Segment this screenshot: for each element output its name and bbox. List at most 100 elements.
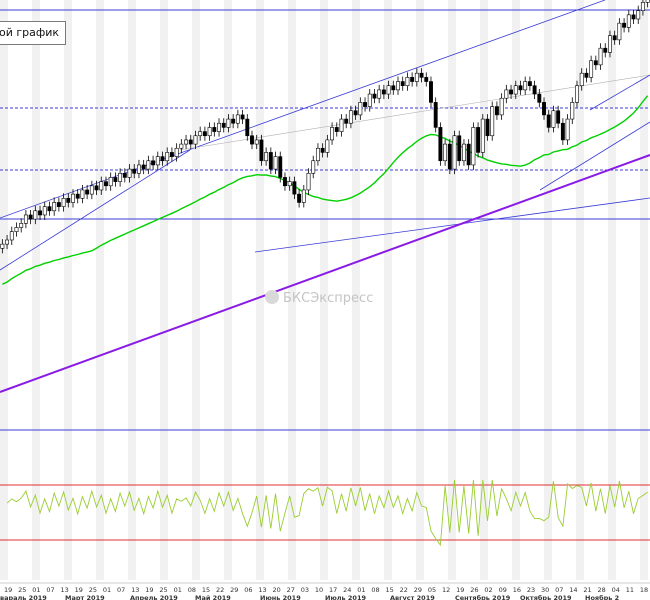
day-tick-label: 04 <box>612 586 620 594</box>
stripe <box>192 0 200 580</box>
candle-body <box>325 139 330 153</box>
candle-body <box>381 89 386 95</box>
day-tick-label: 29 <box>230 586 238 594</box>
candle-body <box>617 22 622 41</box>
candle-body <box>480 118 485 153</box>
candle-body <box>23 214 28 224</box>
candle-body <box>42 206 47 216</box>
candle-body <box>132 168 137 174</box>
candle-body <box>315 147 320 162</box>
day-tick-label: 01 <box>32 586 40 594</box>
candle-body <box>278 156 283 178</box>
candle-body <box>240 114 245 120</box>
candle-body <box>184 139 188 145</box>
weekly-stripes <box>0 0 648 580</box>
candle-body <box>160 156 165 162</box>
day-tick-label: 01 <box>357 586 365 594</box>
candle-body <box>579 72 584 87</box>
candle-body <box>537 93 542 103</box>
candle-body <box>297 193 302 203</box>
day-tick-label: 25 <box>89 586 97 594</box>
candle-body <box>47 206 52 212</box>
candle-body <box>631 14 636 20</box>
day-tick-label: 02 <box>484 586 492 594</box>
day-tick-label: 20 <box>272 586 280 594</box>
candle-body <box>612 35 617 41</box>
candle-body <box>438 127 443 162</box>
candle-body <box>235 114 240 124</box>
candle-body <box>485 118 490 137</box>
candle-body <box>334 127 339 132</box>
candle-body <box>433 102 438 128</box>
day-tick-label: 16 <box>513 586 521 594</box>
candle-body <box>452 135 457 170</box>
candle-body <box>5 239 10 245</box>
candle-body <box>367 93 372 107</box>
chart-type-label: ой график <box>0 21 67 45</box>
candle-body <box>645 0 650 3</box>
day-tick-label: 24 <box>343 586 351 594</box>
candle-body <box>560 122 565 141</box>
short-support-line <box>539 121 650 191</box>
candle-body <box>217 122 221 132</box>
candle-body <box>589 60 594 78</box>
candle-body <box>457 135 462 162</box>
candle-body <box>85 189 90 195</box>
candle-body <box>419 72 424 78</box>
day-tick-label: 13 <box>61 586 69 594</box>
month-label: вараль 2019 <box>0 594 47 600</box>
candle-body <box>137 164 141 174</box>
day-tick-label: 15 <box>386 586 394 594</box>
day-tick-label: 09 <box>499 586 507 594</box>
stripe <box>576 0 584 580</box>
candles <box>0 0 650 254</box>
stripe <box>640 0 648 580</box>
day-tick-label: 12 <box>442 586 450 594</box>
day-tick-label: 28 <box>597 586 605 594</box>
month-label: Август 2019 <box>390 594 435 600</box>
candle-body <box>301 189 306 203</box>
candle-body <box>476 127 481 153</box>
candle-body <box>89 185 94 195</box>
support-line <box>254 197 650 253</box>
candle-body <box>320 147 325 153</box>
candle-body <box>513 85 518 95</box>
day-tick-label: 11 <box>626 586 634 594</box>
candle-body <box>424 77 429 82</box>
month-label: Ноябрь 2 <box>585 594 619 600</box>
candle-body <box>306 172 311 191</box>
candle-body <box>471 127 476 166</box>
candle-body <box>207 127 212 137</box>
candle-body <box>462 143 466 162</box>
candle-body <box>264 152 269 162</box>
oscillator-line <box>6 479 648 547</box>
candle-body <box>198 131 203 137</box>
day-tick-label: 07 <box>117 586 125 594</box>
candle-body <box>28 214 33 220</box>
candle-body <box>113 177 118 182</box>
candle-body <box>94 185 99 191</box>
candle-body <box>358 102 363 116</box>
candle-body <box>598 47 603 66</box>
watermark: БКСЭкспресс <box>265 290 373 306</box>
candle-body <box>443 143 448 162</box>
candle-body <box>640 2 645 11</box>
day-tick-label: 10 <box>315 586 323 594</box>
candle-body <box>494 106 499 116</box>
candle-body <box>391 85 396 91</box>
stripe <box>352 0 360 580</box>
candle-body <box>509 89 513 95</box>
day-tick-label: 08 <box>188 586 196 594</box>
day-tick-label: 19 <box>145 586 153 594</box>
month-label: Октябрь 2019 <box>520 594 572 600</box>
day-tick-label: 14 <box>569 586 577 594</box>
candle-body <box>165 152 170 162</box>
candle-body <box>626 14 631 28</box>
month-label: Апрель 2019 <box>130 594 178 600</box>
candle-body <box>268 152 273 170</box>
candle-body <box>466 143 471 166</box>
candle-body <box>61 197 66 207</box>
candle-body <box>231 118 236 124</box>
candle-body <box>532 85 537 95</box>
